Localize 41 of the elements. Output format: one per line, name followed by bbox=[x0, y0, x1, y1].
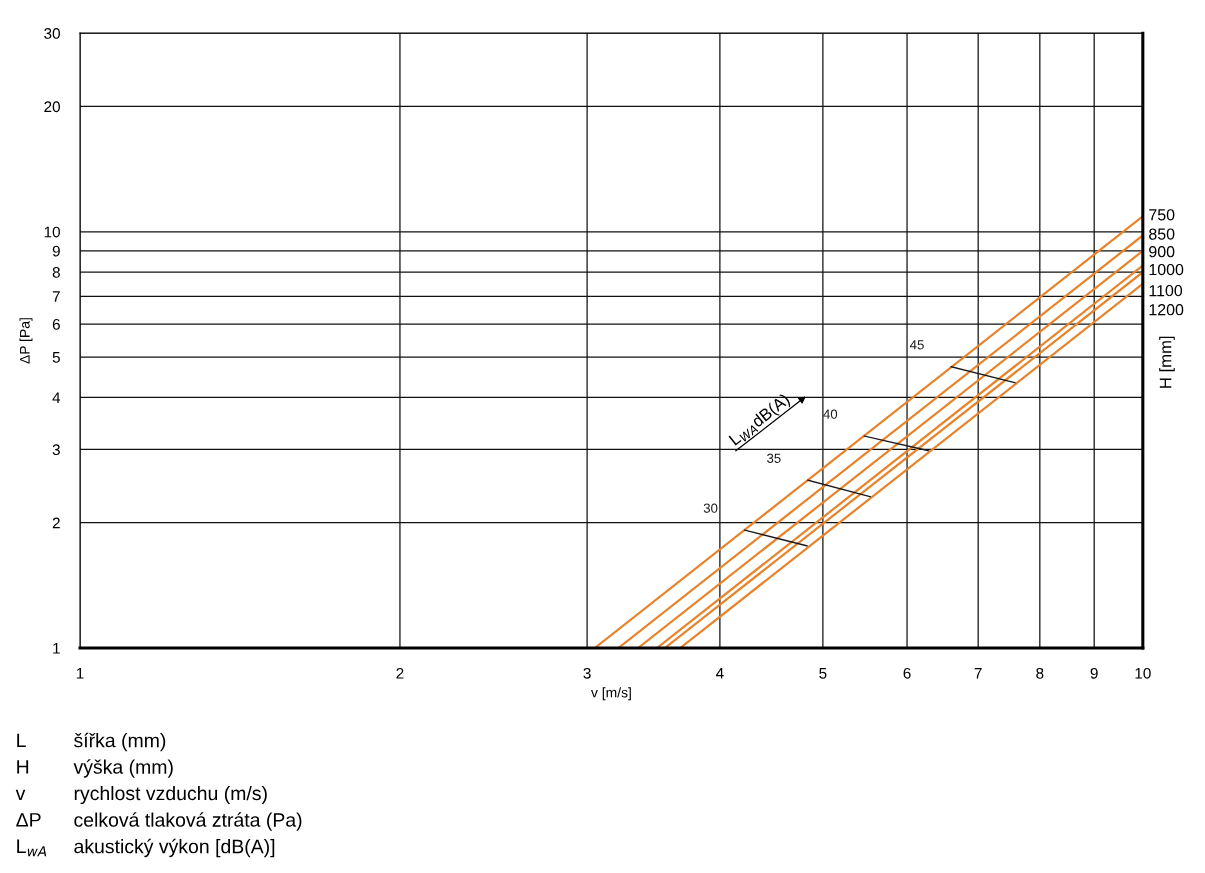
text: 45 bbox=[909, 340, 924, 350]
x-tick-label: 10 bbox=[1135, 667, 1151, 679]
x-tick-label: 4 bbox=[715, 668, 724, 679]
y-tick-label: 3 bbox=[52, 444, 60, 456]
x-tick-label: 6 bbox=[903, 667, 911, 679]
text: 900 bbox=[1149, 246, 1175, 258]
x-tick-label: 9 bbox=[1090, 667, 1098, 679]
y-tick-label: 4 bbox=[52, 392, 61, 403]
y-tick-label: 30 bbox=[44, 28, 60, 39]
x-tick-label: 5 bbox=[819, 668, 827, 679]
text: 30 bbox=[703, 503, 718, 513]
annotation: L$_{WA}$dB(A) bbox=[728, 392, 793, 449]
y-tick-label: 1 bbox=[53, 643, 60, 654]
x-tick-label: 2 bbox=[396, 667, 404, 679]
text: 1100 bbox=[1149, 284, 1183, 297]
text: 1000 bbox=[1149, 263, 1184, 276]
y-tick-label: 7 bbox=[52, 291, 60, 302]
x-axis-title: v [m/s] bbox=[591, 687, 631, 701]
text: L$_{wA}$ akustický výkon [dB(A)] bbox=[17, 838, 275, 858]
text: 40 bbox=[823, 409, 838, 419]
text: ΔP celková tlaková ztráta (Pa) bbox=[16, 812, 302, 831]
y-tick-label: 2 bbox=[52, 517, 60, 529]
y-tick-label: 9 bbox=[52, 245, 60, 257]
y-tick-label: 8 bbox=[52, 266, 60, 278]
text: 35 bbox=[767, 453, 781, 463]
x-tick-label: 8 bbox=[1036, 667, 1044, 679]
text: 1200 bbox=[1149, 304, 1184, 316]
y-axis-title: ΔP [Pa] bbox=[19, 318, 33, 364]
text: H výška (mm) bbox=[17, 759, 173, 778]
y-tick-label: 6 bbox=[52, 318, 60, 330]
x-tick-label: 1 bbox=[76, 668, 84, 679]
text: v rychlost vzduchu (m/s) bbox=[15, 785, 267, 805]
y-tick-label: 20 bbox=[44, 101, 60, 113]
text: 750 bbox=[1149, 209, 1175, 221]
x-tick-label: 3 bbox=[583, 667, 591, 679]
text: L šířka (mm) bbox=[17, 732, 166, 752]
x-tick-label: 7 bbox=[974, 668, 982, 679]
y2-axis-title: H [mm] bbox=[1159, 336, 1175, 388]
text: 850 bbox=[1149, 228, 1175, 240]
y-tick-label: 10 bbox=[44, 226, 60, 238]
y-tick-label: 5 bbox=[52, 352, 60, 363]
